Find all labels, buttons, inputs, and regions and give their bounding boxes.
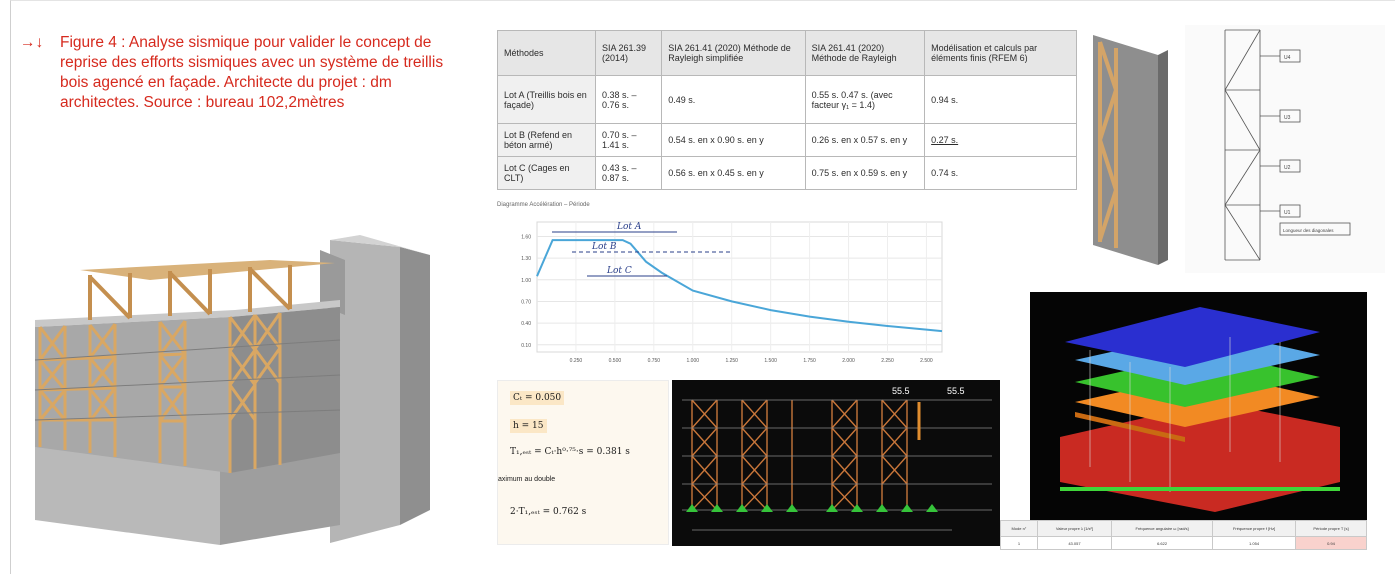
table-cell: 0.55 s. 0.47 s. (avec facteur γ₁ = 1.4)	[804, 75, 926, 124]
plot-area	[536, 221, 943, 353]
annotation-lot-c: Lot C	[606, 266, 632, 276]
modes-cell: 6.622	[1110, 536, 1214, 550]
table-cell: 0.74 s.	[924, 156, 1077, 190]
modes-cell: 0.94	[1294, 536, 1368, 550]
modes-header: Période propre T [s]	[1294, 520, 1368, 537]
modes-row: 1 43.057 6.622 1.054 0.94	[1000, 536, 1368, 550]
modes-cell: 1.054	[1212, 536, 1296, 550]
sketch-level-u1: U1	[1284, 210, 1291, 216]
table-row: Lot B (Refend en béton armé) 0.70 s. – 1…	[497, 123, 1077, 157]
equation-t2: 2·T₁,ₑₛₜ = 0.762 s	[510, 507, 587, 517]
y-tick-label: 0.40	[521, 321, 531, 327]
x-tick-label: 1.500	[764, 358, 777, 364]
modes-table: Mode n° Valeur propre λ [1/s²] Fréquence…	[1000, 520, 1368, 550]
table-cell: 0.27 s.	[924, 123, 1077, 157]
table-cell: 0.70 s. – 1.41 s.	[594, 123, 663, 157]
y-tick-label: 1.30	[521, 256, 531, 262]
figure-frame	[10, 0, 1395, 574]
frame-dimension-b: 55.5	[947, 386, 965, 396]
y-tick-label: 0.70	[521, 299, 531, 305]
modes-cell: 43.057	[1036, 536, 1113, 550]
y-tick-label: 0.10	[521, 343, 531, 349]
table-cell: Lot A (Treillis bois en façade)	[497, 75, 596, 124]
x-tick-label: 0.500	[609, 358, 622, 364]
equation-t1: T₁,ₑₛₜ = Cₜ·h⁰·⁷⁵·s = 0.381 s	[510, 447, 630, 457]
annotation-lot-a: Lot A	[616, 222, 642, 232]
sketch-level-u3: U3	[1284, 115, 1291, 121]
table-cell: 0.75 s. en x 0.59 s. en y	[804, 156, 926, 190]
period-equations-panel: Cₜ = 0.050 h = 15 T₁,ₑₛₜ = Cₜ·h⁰·⁷⁵·s = …	[497, 380, 669, 545]
annotation-lot-b: Lot B	[591, 242, 617, 252]
table-cell: 0.49 s.	[661, 75, 806, 124]
x-tick-label: 1.000	[687, 358, 700, 364]
y-tick-label: 1.60	[521, 234, 531, 240]
modes-header: Fréquence angulaire ω [rad/s]	[1110, 520, 1214, 537]
period-comparison-table: Méthodes SIA 261.39 (2014) SIA 261.41 (2…	[497, 30, 1077, 190]
equation-note: aximum au double	[498, 476, 556, 483]
table-cell: 0.94 s.	[924, 75, 1077, 124]
x-tick-label: 1.750	[803, 358, 816, 364]
x-tick-label: 0.750	[648, 358, 661, 364]
acceleration-period-chart: 1.60 1.30 1.00 0.70 0.40 0.10 0.250 0.500 0.750 1…	[521, 221, 943, 364]
annotation-arrows	[552, 231, 732, 277]
fem-3d-model	[1030, 292, 1367, 520]
equation-h: h = 15	[510, 419, 547, 433]
table-header: Modélisation et calculs par éléments fin…	[924, 30, 1077, 76]
modes-cell: 1	[1000, 536, 1038, 550]
table-cell: 0.26 s. en x 0.57 s. en y	[804, 123, 926, 157]
chart-grid	[536, 221, 943, 353]
modes-header-row: Mode n° Valeur propre λ [1/s²] Fréquence…	[1000, 520, 1368, 537]
spectrum-curve	[536, 239, 943, 333]
table-cell: 0.43 s. – 0.87 s.	[594, 156, 663, 190]
x-tick-label: 2.500	[920, 358, 933, 364]
table-header-row: Méthodes SIA 261.39 (2014) SIA 261.41 (2…	[497, 30, 1077, 76]
x-tick-label: 2.000	[842, 358, 855, 364]
frame-2d-model: 55.5 55.5	[672, 380, 1000, 546]
equation-ct: Cₜ = 0.050	[510, 391, 565, 405]
table-row: Lot C (Cages en CLT) 0.43 s. – 0.87 s. 0…	[497, 156, 1077, 190]
table-cell: Lot C (Cages en CLT)	[497, 156, 596, 190]
building-3d-render	[34, 235, 430, 545]
table-row: Lot A (Treillis bois en façade) 0.38 s. …	[497, 75, 1077, 124]
sketch-level-u2: U2	[1284, 165, 1291, 171]
table-header: SIA 261.39 (2014)	[594, 30, 663, 76]
modes-header: Valeur propre λ [1/s²]	[1036, 520, 1113, 537]
table-cell: Lot B (Refend en béton armé)	[497, 123, 596, 157]
x-tick-label: 1.250	[725, 358, 738, 364]
modes-header: Fréquence propre f [Hz]	[1212, 520, 1296, 537]
figure-caption: →↓ Figure 4 : Analyse sismique pour vali…	[20, 33, 460, 113]
sketch-level-u4: U4	[1284, 55, 1291, 61]
table-header: Méthodes	[497, 30, 596, 76]
modes-header: Mode n°	[1000, 520, 1038, 537]
caption-text: Figure 4 : Analyse sismique pour valider…	[60, 34, 444, 111]
chart-ticks: 1.60 1.30 1.00 0.70 0.40 0.10 0.250 0.500 0.750 1…	[521, 234, 933, 364]
sketch-note: Longueur des diagonales	[1283, 228, 1334, 233]
table-header: SIA 261.41 (2020) Méthode de Rayleigh	[804, 30, 926, 76]
x-tick-label: 0.250	[570, 358, 583, 364]
y-tick-label: 1.00	[521, 278, 531, 284]
table-cell: 0.56 s. en x 0.45 s. en y	[661, 156, 806, 190]
timber-truss-panel	[1093, 35, 1168, 265]
x-tick-label: 2.250	[881, 358, 894, 364]
table-cell: 0.54 s. en x 0.90 s. en y	[661, 123, 806, 157]
frame-dimension-a: 55.5	[892, 386, 910, 396]
structure-sketch: U4 U3 U2 U1 Longueur des diagonales	[1185, 25, 1385, 273]
caption-arrows: →↓	[20, 34, 44, 51]
table-cell: 0.38 s. – 0.76 s.	[594, 75, 663, 124]
table-header: SIA 261.41 (2020) Méthode de Rayleigh si…	[661, 30, 806, 76]
diagram-title: Diagramme Accélération – Période	[497, 202, 590, 208]
